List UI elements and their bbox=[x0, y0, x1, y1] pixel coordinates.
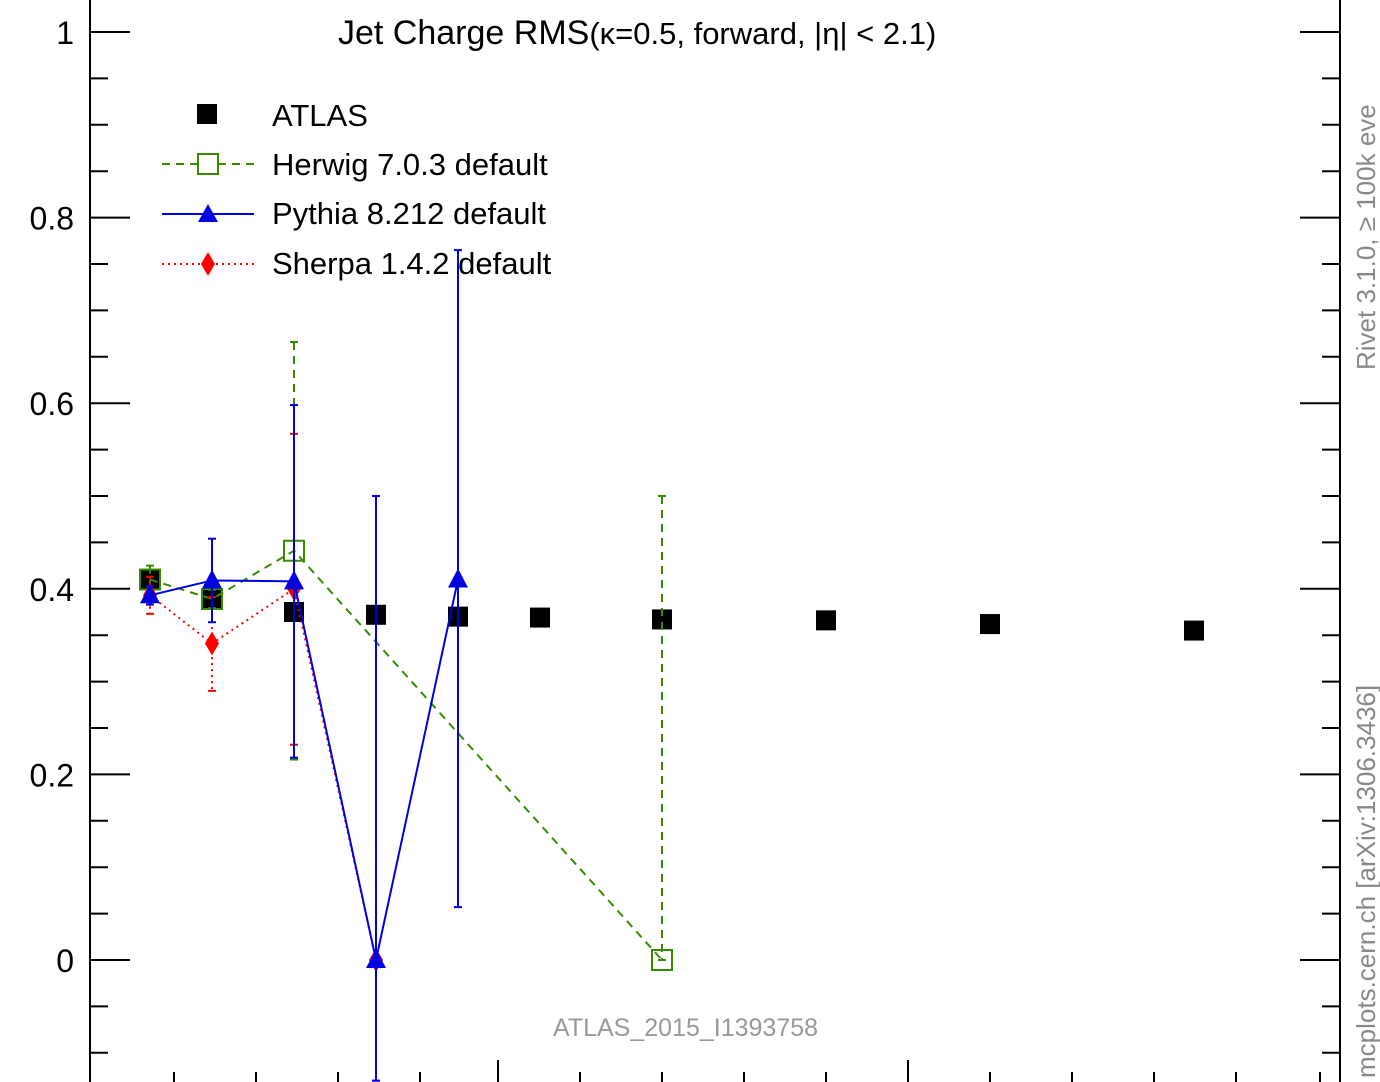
pythia-line bbox=[149, 579, 459, 961]
pythia-point bbox=[202, 569, 222, 589]
legend-label-sherpa: Sherpa 1.4.2 default bbox=[272, 246, 552, 281]
plot-frame bbox=[89, 0, 1341, 1082]
y-tick-label: 0.4 bbox=[30, 572, 74, 608]
legend-entry-pythia: Pythia 8.212 default bbox=[162, 196, 546, 231]
x-axis-ticks bbox=[173, 1060, 1321, 1082]
series-pythia bbox=[140, 249, 468, 1082]
y-tick-label: 0.2 bbox=[30, 757, 74, 793]
pythia-point bbox=[448, 568, 468, 588]
legend-marker-herwig bbox=[197, 153, 219, 175]
y-axis-ticks: 1 0.8 0.6 0.4 0.2 0 bbox=[30, 15, 1340, 1054]
y-tick-label: 0.6 bbox=[30, 386, 74, 422]
legend-marker-pythia bbox=[198, 204, 218, 222]
rivet-version-label: Rivet 3.1.0, ≥ 100k eve bbox=[1351, 104, 1380, 370]
series-herwig bbox=[139, 340, 673, 971]
sherpa-point bbox=[205, 631, 219, 656]
sherpa-line bbox=[149, 587, 377, 961]
herwig-line bbox=[149, 549, 663, 961]
atlas-point bbox=[530, 607, 550, 628]
chart-title: Jet Charge RMS(κ=0.5, forward, |η| < 2.1… bbox=[338, 14, 936, 52]
series-sherpa bbox=[143, 432, 383, 1082]
chart-title-suffix: (κ=0.5, forward, |η| < 2.1) bbox=[589, 16, 936, 51]
mcplots-label: mcplots.cern.ch [arXiv:1306.3436] bbox=[1351, 685, 1380, 1078]
legend-marker-sherpa bbox=[201, 252, 215, 276]
legend-label-pythia: Pythia 8.212 default bbox=[272, 196, 546, 231]
legend-marker-atlas bbox=[197, 104, 217, 124]
atlas-point bbox=[980, 614, 1000, 635]
legend-entry-herwig: Herwig 7.0.3 default bbox=[162, 147, 548, 182]
legend-entry-atlas: ATLAS bbox=[197, 98, 368, 133]
y-tick-label: 0.8 bbox=[30, 201, 74, 237]
pythia-point bbox=[140, 584, 160, 604]
legend: ATLAS Herwig 7.0.3 default Pythia 8.212 … bbox=[162, 98, 552, 281]
legend-entry-sherpa: Sherpa 1.4.2 default bbox=[162, 246, 552, 281]
legend-label-atlas: ATLAS bbox=[272, 98, 368, 133]
y-tick-label: 1 bbox=[56, 15, 74, 51]
analysis-id-label: ATLAS_2015_I1393758 bbox=[553, 1014, 818, 1042]
herwig-point bbox=[651, 949, 673, 971]
atlas-point bbox=[652, 609, 672, 630]
atlas-point bbox=[816, 610, 836, 631]
legend-label-herwig: Herwig 7.0.3 default bbox=[272, 147, 548, 182]
series-layer bbox=[139, 249, 1204, 1082]
pythia-point bbox=[366, 949, 386, 968]
y-tick-label: 0 bbox=[56, 943, 74, 979]
pythia-point bbox=[284, 570, 304, 590]
atlas-point bbox=[1184, 620, 1204, 641]
